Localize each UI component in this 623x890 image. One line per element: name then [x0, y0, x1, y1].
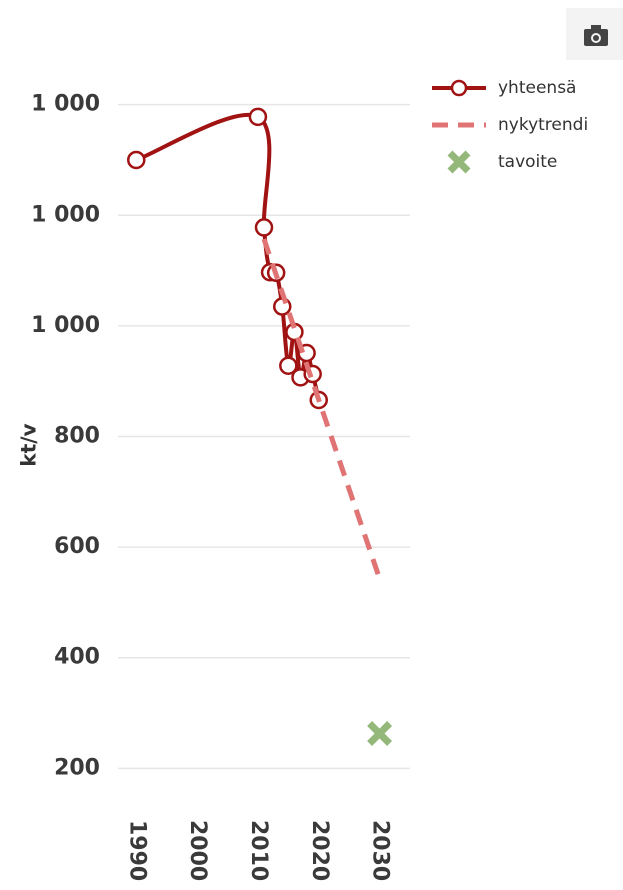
cross-shape [367, 721, 393, 746]
cross-shape [447, 150, 471, 174]
legend-item: tavoite [447, 150, 557, 174]
y-tick-label: 1 000 [31, 92, 100, 117]
x-tick-label: 2010 [246, 820, 271, 881]
x-tick-label: 1990 [124, 820, 149, 881]
y-tick-label: 600 [54, 534, 100, 559]
x-tick-label: 2030 [368, 820, 393, 881]
point-marker [254, 218, 274, 237]
point-marker [273, 297, 292, 316]
y-tick-label: 800 [54, 424, 100, 449]
point-marker [127, 150, 146, 170]
x-tick-label: 2020 [307, 820, 332, 881]
y-axis-label: kt/v [17, 423, 41, 466]
trend-line [261, 238, 382, 580]
x-tick-label: 2000 [185, 820, 210, 881]
y-tick-label: 1 000 [31, 313, 100, 338]
point-marker [279, 356, 298, 375]
y-tick-label: 200 [54, 755, 100, 780]
legend-item: nykytrendi [432, 115, 588, 135]
legend-label: nykytrendi [498, 115, 588, 135]
legend-label: tavoite [498, 152, 557, 172]
y-tick-label: 1 000 [31, 202, 100, 227]
camera-icon[interactable] [584, 25, 608, 46]
legend-label: yhteensä [498, 78, 576, 98]
point-marker [248, 107, 268, 127]
legend-item: yhteensä [432, 78, 576, 98]
y-tick-label: 400 [54, 645, 100, 670]
target-marker [367, 721, 393, 746]
legend-marker [450, 79, 468, 97]
